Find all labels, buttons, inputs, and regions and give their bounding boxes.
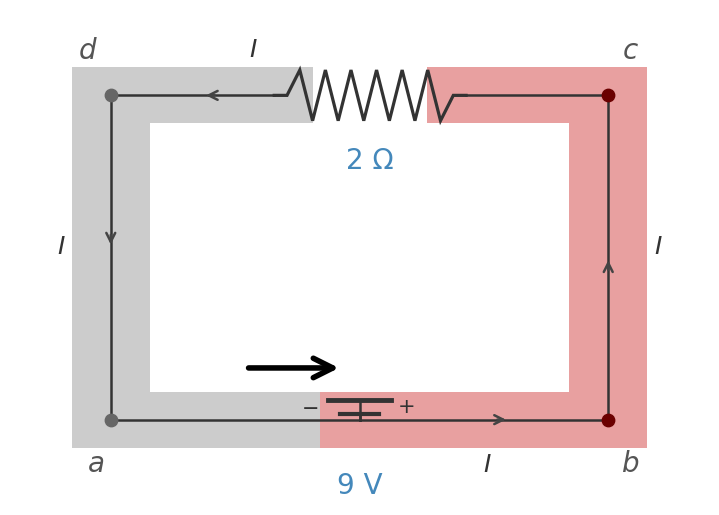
Text: I: I — [654, 235, 661, 260]
Text: b: b — [623, 450, 640, 478]
Bar — [427, 67, 647, 123]
Bar — [321, 392, 647, 448]
Bar — [72, 95, 150, 420]
Bar — [72, 67, 313, 123]
Text: I: I — [484, 453, 491, 476]
Point — [105, 91, 116, 99]
Text: 9 V: 9 V — [336, 472, 383, 500]
Point — [105, 416, 116, 424]
Point — [603, 91, 614, 99]
Text: c: c — [623, 37, 638, 65]
Text: $+$: $+$ — [397, 397, 414, 417]
Text: I: I — [249, 39, 257, 62]
Text: I: I — [58, 235, 65, 260]
Text: 2 Ω: 2 Ω — [347, 147, 394, 175]
Bar — [72, 392, 398, 448]
Bar — [569, 95, 647, 420]
Text: a: a — [88, 450, 105, 478]
Point — [603, 416, 614, 424]
Text: $-$: $-$ — [301, 397, 319, 417]
Text: d: d — [79, 37, 96, 65]
